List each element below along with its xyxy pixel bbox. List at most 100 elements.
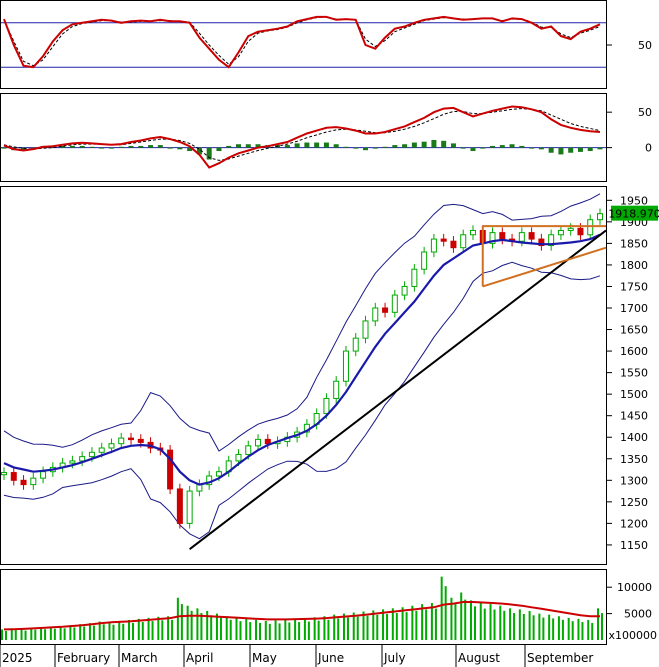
candle-body	[372, 307, 379, 322]
macd-histogram-bar	[21, 147, 27, 151]
volume-bar	[112, 624, 115, 640]
volume-bar	[581, 622, 584, 640]
candle-body	[567, 227, 574, 231]
candle-body	[40, 471, 47, 479]
volume-bar	[225, 616, 228, 640]
volume-bar	[346, 617, 349, 640]
candle-body	[440, 238, 447, 242]
macd-histogram-bar	[441, 140, 447, 148]
volume-bar	[356, 616, 359, 640]
volume-bar	[548, 614, 551, 640]
macd-histogram-bar	[421, 141, 427, 148]
macd-tick-label: 0	[645, 142, 652, 155]
volume-bar	[141, 622, 144, 640]
candle-body	[235, 453, 242, 462]
macd-histogram-bar	[333, 144, 339, 148]
month-label: August	[458, 651, 500, 665]
volume-bar	[102, 624, 105, 640]
volume-bar	[69, 625, 72, 640]
volume-bar	[489, 604, 492, 640]
volume-bar	[421, 604, 424, 640]
volume-bar	[128, 619, 131, 640]
volume-panel	[0, 569, 607, 645]
macd-histogram-bar	[509, 144, 515, 148]
volume-bar	[229, 619, 232, 640]
volume-bar	[235, 617, 238, 640]
macd-histogram-bar	[99, 147, 105, 149]
macd-histogram-bar	[304, 142, 310, 148]
last-price-box	[611, 205, 658, 221]
volume-bar	[215, 613, 218, 640]
candle-body	[333, 380, 340, 399]
macd-histogram-bar	[450, 143, 456, 148]
volume-bar	[157, 616, 160, 640]
candle-body	[450, 240, 457, 249]
volume-plot	[1, 576, 603, 640]
volume-unit-label: x100000	[608, 629, 657, 642]
volume-bar	[88, 623, 91, 640]
volume-bar	[317, 620, 320, 640]
month-label: 2025	[2, 651, 33, 665]
macd-histogram-bar	[577, 147, 583, 152]
volume-bar	[59, 626, 62, 640]
price-tick-label: 1850	[620, 237, 648, 250]
candle-body	[1, 472, 7, 476]
macd-histogram-bar	[460, 147, 466, 149]
candle-body	[167, 449, 174, 490]
price-tick-label: 1650	[620, 324, 648, 337]
volume-bar	[395, 613, 398, 640]
volume-bar	[63, 628, 66, 640]
volume-bar	[83, 626, 86, 640]
month-label: February	[57, 651, 110, 665]
macd-histogram-bar	[108, 147, 114, 149]
candle-body	[430, 238, 437, 253]
volume-bar	[239, 621, 242, 640]
volume-bar	[268, 623, 271, 640]
macd-histogram-bar	[382, 146, 388, 148]
volume-bar	[210, 615, 213, 640]
volume-bar	[493, 609, 496, 640]
candle-body	[108, 443, 115, 449]
volume-bar	[307, 621, 310, 640]
macd-histogram-bar	[60, 145, 66, 148]
volume-bar	[132, 622, 135, 640]
volume-bar	[528, 610, 531, 640]
volume-bar	[151, 621, 154, 640]
price-tick-label: 1500	[620, 388, 648, 401]
macd-histogram-bar	[587, 147, 593, 152]
volume-bar	[186, 605, 189, 640]
volume-bar	[264, 620, 267, 640]
volume-bar	[288, 622, 291, 640]
candle-body	[421, 251, 428, 270]
candle-body	[411, 268, 418, 287]
volume-bar	[415, 610, 418, 640]
macd-histogram-bar	[470, 147, 476, 152]
volume-bar	[92, 625, 95, 640]
y-axes: 5050019501900185018001750170016501600155…	[607, 39, 659, 642]
volume-bar	[479, 603, 482, 640]
macd-histogram-bar	[411, 142, 417, 148]
candle-body	[557, 229, 564, 236]
macd-histogram-bar	[558, 147, 564, 155]
volume-bar	[323, 616, 326, 640]
volume-bar	[180, 604, 183, 640]
macd-histogram-bar	[499, 145, 505, 148]
x-axis-months: 2025 February March April May June July August S…	[0, 645, 593, 667]
month-label: June	[317, 651, 344, 665]
macd-histogram-bar	[538, 147, 544, 150]
macd-histogram-bar	[431, 139, 437, 148]
candle-body	[10, 472, 17, 481]
volume-bar	[259, 622, 262, 640]
volume-bar	[434, 608, 437, 640]
candle-body	[342, 350, 349, 382]
moving-average-line	[3, 233, 601, 486]
candle-body	[128, 437, 135, 441]
price-tick-label: 1300	[620, 474, 648, 487]
volume-bar	[513, 613, 516, 640]
volume-bar	[591, 622, 594, 640]
price-tick-label: 1700	[620, 302, 648, 315]
macd-histogram-bar	[314, 142, 320, 148]
macd-histogram-bar	[177, 147, 183, 150]
macd-histogram-bar	[548, 147, 554, 153]
macd-signal-line	[3, 108, 601, 161]
